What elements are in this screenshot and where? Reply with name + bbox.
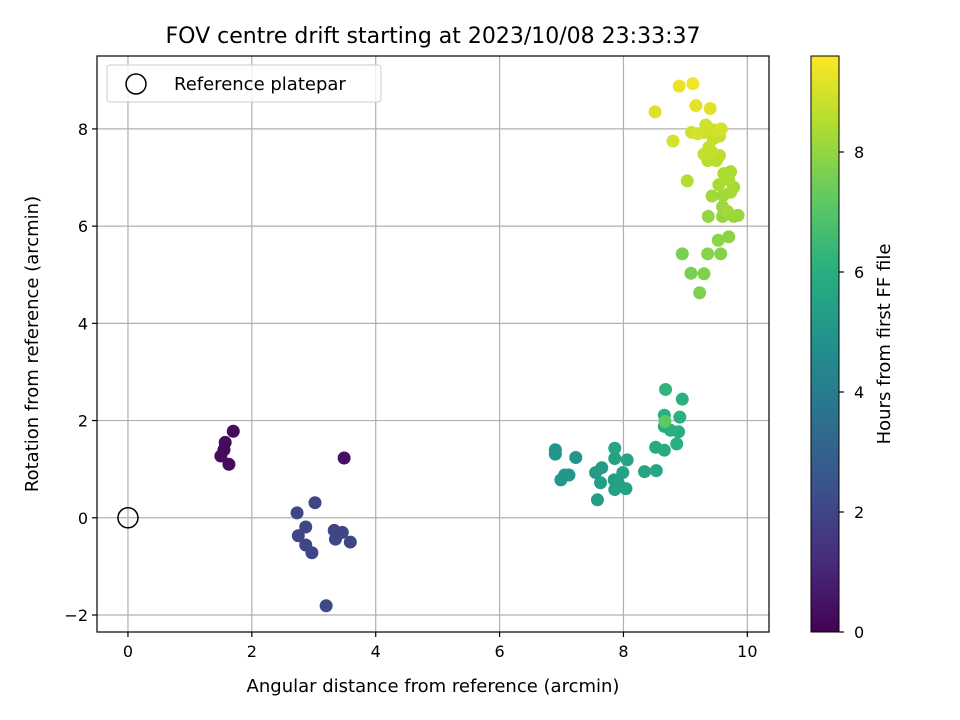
legend-box	[106, 64, 382, 103]
data-point	[673, 410, 687, 424]
colorbar-label: Hours from first FF file	[874, 244, 895, 445]
data-point	[554, 473, 568, 487]
data-point	[684, 266, 698, 280]
data-point	[299, 520, 313, 534]
colorbar-gradient	[810, 55, 840, 633]
data-point	[328, 532, 342, 546]
colorbar-tick-label: 0	[854, 623, 864, 642]
y-tick-label: −2	[64, 606, 88, 625]
data-point	[608, 483, 622, 497]
data-point	[699, 118, 713, 132]
axis-ticks: 0 2 4 6 8 10 −2 0 2 4 6 8	[64, 120, 757, 661]
data-point	[616, 466, 630, 480]
data-point	[697, 267, 711, 281]
data-point	[308, 496, 322, 510]
data-point	[319, 599, 333, 613]
data-point	[649, 464, 663, 478]
x-tick-label: 2	[247, 642, 257, 661]
data-point	[724, 165, 738, 179]
data-point	[590, 493, 604, 507]
y-tick-label: 0	[78, 509, 88, 528]
data-point	[689, 99, 703, 113]
colorbar-tick-label: 8	[854, 143, 864, 162]
grid	[97, 56, 769, 632]
data-point	[711, 233, 725, 247]
data-point	[705, 189, 719, 203]
data-point	[675, 247, 689, 261]
plot-frame	[96, 55, 770, 633]
data-point	[714, 122, 728, 136]
data-point	[548, 447, 562, 461]
data-point	[595, 461, 609, 475]
data-point	[620, 453, 634, 467]
x-tick-label: 8	[618, 642, 628, 661]
data-point	[638, 465, 652, 479]
x-tick-label: 4	[371, 642, 381, 661]
data-point	[648, 105, 662, 119]
data-point	[670, 437, 684, 451]
data-point	[672, 425, 686, 439]
legend: Reference platepar	[106, 64, 382, 103]
data-point	[712, 178, 726, 192]
y-tick-label: 4	[78, 314, 88, 333]
data-point	[290, 506, 304, 520]
data-point	[657, 443, 671, 457]
data-point	[214, 449, 228, 463]
colorbar-tick-label: 6	[854, 263, 864, 282]
data-point	[693, 286, 707, 300]
x-tick-label: 0	[123, 642, 133, 661]
colorbar-ticks: 0 2 4 6 8	[839, 143, 864, 642]
colorbar-tick-label: 2	[854, 503, 864, 522]
data-point	[686, 77, 700, 91]
data-point	[675, 392, 689, 406]
data-point	[731, 208, 745, 222]
data-point	[701, 209, 715, 223]
y-axis-label: Rotation from reference (arcmin)	[22, 196, 43, 492]
data-point	[672, 79, 686, 93]
y-tick-label: 2	[78, 412, 88, 431]
data-point	[305, 546, 319, 560]
chart-title: FOV centre drift starting at 2023/10/08 …	[166, 24, 701, 49]
data-point	[721, 205, 735, 219]
data-point	[619, 482, 633, 496]
data-point	[658, 415, 672, 429]
data-point	[691, 127, 705, 141]
x-tick-label: 6	[494, 642, 504, 661]
data-point	[722, 230, 736, 244]
data-point	[594, 476, 608, 490]
reference-marker	[117, 507, 139, 529]
legend-label: Reference platepar	[174, 74, 346, 95]
colorbar-tick-label: 4	[854, 383, 864, 402]
data-point	[337, 451, 351, 465]
data-point	[291, 529, 305, 543]
data-point	[226, 424, 240, 438]
data-point	[703, 101, 717, 115]
x-axis-label: Angular distance from reference (arcmin)	[247, 676, 620, 697]
data-point	[222, 457, 236, 471]
y-tick-label: 6	[78, 217, 88, 236]
x-tick-label: 10	[737, 642, 757, 661]
data-point	[343, 535, 357, 549]
scatter-points	[117, 77, 745, 613]
data-point	[714, 247, 728, 261]
colorbar: 0 2 4 6 8 Hours from first FF file	[810, 55, 895, 642]
data-point	[701, 247, 715, 261]
data-point	[608, 451, 622, 465]
data-point	[569, 450, 583, 464]
data-point	[680, 174, 694, 188]
data-point	[608, 441, 622, 455]
data-point	[666, 134, 680, 148]
legend-marker-reference	[125, 73, 147, 95]
y-tick-label: 8	[78, 120, 88, 139]
data-point	[659, 382, 673, 396]
